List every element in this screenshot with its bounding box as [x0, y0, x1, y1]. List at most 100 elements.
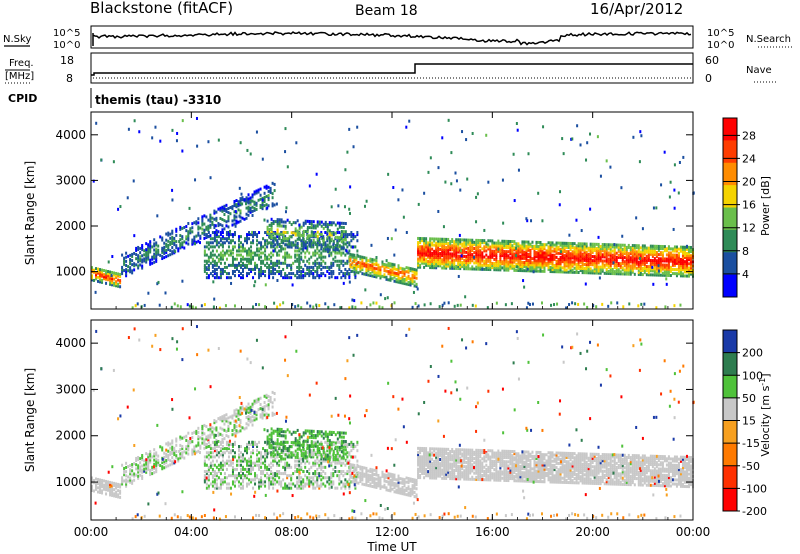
power-cell-5210	[549, 253, 552, 257]
vel-cell-1989	[298, 486, 301, 490]
power-cell-1182	[217, 235, 220, 239]
vel-cell-561	[187, 446, 190, 450]
power-cell-132	[115, 282, 118, 286]
vel-cell-393	[157, 460, 160, 464]
power-colorbar-frame	[722, 117, 738, 298]
power-cell-1020	[203, 249, 206, 253]
vel-cell-601	[195, 444, 198, 448]
vel-cell-1425	[242, 467, 245, 471]
power-cell-3982	[451, 260, 454, 264]
vel-cell-345	[149, 454, 152, 458]
vel-cell-1487	[248, 467, 251, 471]
power-cell-5756	[591, 244, 594, 248]
vel-cell-289	[141, 456, 144, 460]
power-cell-5736	[589, 242, 592, 246]
vel-cell-1649	[264, 480, 267, 484]
power-cell-5364	[561, 243, 564, 247]
power-cell-7076	[579, 143, 582, 147]
power-cell-4686	[507, 250, 510, 254]
vel-cell-131	[115, 494, 118, 498]
power-cell-6238	[629, 246, 632, 250]
power-cell-1550	[254, 265, 257, 269]
vel-cell-1939	[290, 465, 293, 469]
power-cell-3064	[340, 240, 343, 244]
power-cell-4292	[475, 249, 478, 253]
power-cell-6176	[625, 258, 628, 262]
power-cell-4630	[503, 254, 506, 258]
power-cell-3182	[361, 257, 364, 261]
power-cell-6936	[687, 258, 690, 262]
power-cell-3042	[336, 242, 339, 246]
vel-cell-595	[193, 445, 196, 449]
vel-cell-1451	[246, 484, 249, 488]
power-cell-6014	[611, 243, 614, 247]
power-cell-1806	[278, 261, 281, 265]
power-cell-3344	[387, 263, 390, 267]
power-cell-6384	[641, 252, 644, 256]
power-cell-6750	[671, 247, 674, 251]
vel-cell-783	[233, 432, 236, 436]
vel-cell-525	[179, 437, 182, 441]
power-cell-2380	[334, 276, 337, 280]
power-cell-1496	[248, 237, 251, 241]
power-cell-6134	[621, 247, 624, 251]
power-cell-6096	[619, 264, 622, 268]
power-cell-2812	[300, 244, 303, 248]
power-cell-7216	[417, 202, 420, 206]
power-cell-5110	[541, 261, 544, 265]
power-cell-3370	[391, 268, 394, 272]
power-cell-6598	[659, 265, 662, 269]
power-cell-6608	[659, 253, 662, 257]
power-cell-6360	[639, 254, 642, 258]
power-cell-6382	[641, 254, 644, 258]
power-cell-5576	[577, 242, 580, 246]
vel-cell-1735	[272, 486, 275, 490]
power-cell-4392	[483, 255, 486, 259]
power-cell-2960	[324, 245, 327, 249]
power-cell-6902	[685, 268, 688, 272]
vel-cell-1245	[223, 472, 226, 476]
power-cell-6066	[615, 243, 618, 247]
noise-panel: N.Sky 10^5 10^0 10^5 10^0 N.Search	[3, 25, 793, 51]
power-cell-2764	[292, 231, 295, 235]
vel-cell-1427	[242, 465, 245, 469]
vel-cell-567	[187, 440, 190, 444]
power-cell-4844	[519, 244, 522, 248]
power-cell-4434	[487, 257, 490, 261]
power-cell-1504	[250, 267, 253, 271]
power-cell-3788	[435, 237, 438, 241]
power-cell-4370	[481, 257, 484, 261]
power-cell-4356	[479, 243, 482, 247]
power-cell-1822	[280, 270, 283, 274]
power-cell-4110	[461, 263, 464, 267]
vel-cell-361	[153, 466, 156, 470]
power-cell-6820	[679, 274, 682, 278]
power-cell-2590	[356, 261, 359, 265]
power-cell-5948	[607, 261, 610, 265]
power-cell-5312	[557, 247, 560, 251]
power-cell-5664	[585, 265, 588, 269]
power-cell-5310	[557, 251, 560, 255]
power-cell-686	[211, 216, 214, 220]
vel-cell-961	[263, 394, 266, 398]
vel-cell-153	[119, 495, 122, 499]
vel-cell-1087	[209, 447, 212, 451]
vel-cell-1373	[237, 472, 240, 476]
power-cell-4384	[483, 267, 486, 271]
power-cell-6782	[675, 259, 678, 263]
power-cell-6802	[677, 266, 680, 270]
power-cell-2344	[330, 265, 333, 269]
power-cell-2608	[266, 227, 269, 231]
power-cell-6658	[663, 247, 666, 251]
power-cell-6522	[653, 265, 656, 269]
power-cell-3046	[336, 227, 339, 231]
power-cell-7316	[437, 166, 440, 170]
power-cell-4528	[495, 255, 498, 259]
power-cell-3184	[361, 255, 364, 259]
vel-cell-1809	[278, 470, 281, 473]
vel-cell-703	[215, 428, 218, 432]
power-cell-632	[201, 221, 204, 225]
power-cell-196	[125, 251, 128, 255]
power-cell-3374	[391, 264, 394, 268]
power-cell-834	[239, 199, 242, 203]
